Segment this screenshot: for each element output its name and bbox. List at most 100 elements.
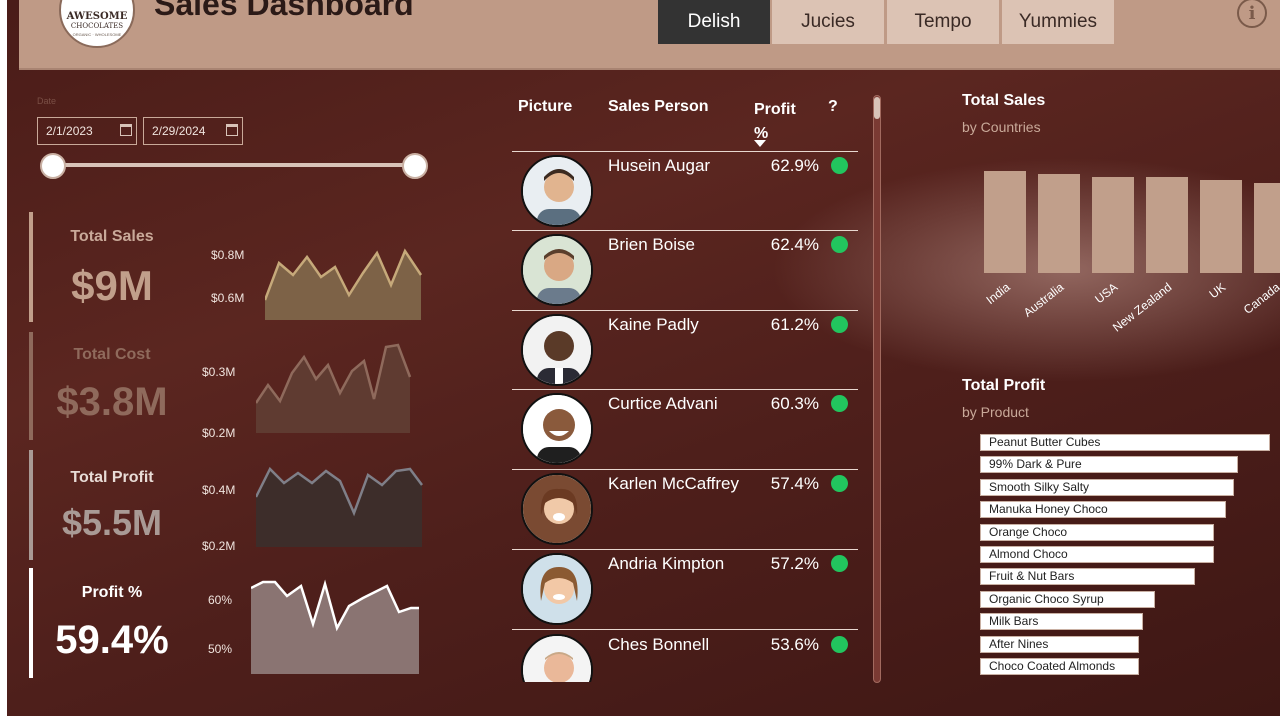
kpi-profit-pct-value: 59.4% <box>55 618 169 662</box>
row-divider <box>512 230 858 231</box>
sales-person-avatar <box>521 393 593 465</box>
product-label: Choco Coated Almonds <box>989 659 1116 673</box>
tab-jucies[interactable]: Jucies <box>772 0 884 44</box>
country-axis-label: New Zealand <box>1110 280 1175 335</box>
slider-end-handle[interactable] <box>402 153 428 179</box>
product-label: Peanut Butter Cubes <box>989 435 1101 449</box>
sparkline-tick-top: 60% <box>208 593 233 607</box>
sales-person-profit: 62.9% <box>770 156 819 175</box>
kpi-total-sales-value: $9M <box>71 262 153 309</box>
product-label: Milk Bars <box>989 614 1039 628</box>
date-range-slider[interactable] <box>53 163 423 167</box>
country-axis-label: USA <box>1092 280 1121 307</box>
tab-tempo[interactable]: Tempo <box>887 0 999 44</box>
product-profit-bar[interactable] <box>980 501 1226 518</box>
status-indicator-icon <box>831 636 848 653</box>
tab-yummies[interactable]: Yummies <box>1002 0 1114 44</box>
total-cost-sparkline <box>256 343 412 433</box>
sales-person-name: Karlen McCaffrey <box>608 474 740 493</box>
sparkline-tick-top: $0.3M <box>202 365 236 379</box>
status-indicator-icon <box>831 157 848 174</box>
sales-person-name: Ches Bonnell <box>608 635 710 654</box>
product-profit-bar[interactable] <box>980 524 1214 541</box>
slider-start-handle[interactable] <box>40 153 66 179</box>
product-label: Organic Choco Syrup <box>989 592 1104 606</box>
kpi-total-profit-value: $5.5M <box>61 502 163 543</box>
product-profit-bar[interactable] <box>980 636 1139 653</box>
sparkline-tick-top: $0.8M <box>211 248 245 262</box>
kpi-total-sales-label: Total Sales <box>70 228 154 245</box>
sparkline-tick-bottom: $0.6M <box>211 291 245 305</box>
sparkline-tick-top: $0.4M <box>202 483 236 497</box>
product-profit-bar[interactable] <box>980 546 1214 563</box>
total-sales-sparkline <box>265 248 423 320</box>
row-divider <box>512 629 858 630</box>
country-axis-label: Australia <box>1021 280 1067 320</box>
dashboard-canvas: AWESOME CHOCOLATES ORGANIC · WHOLESOME S… <box>7 0 1280 716</box>
kpi-accent-bar <box>29 332 33 440</box>
country-axis-label: India <box>983 280 1013 308</box>
product-label: Orange Choco <box>989 525 1068 539</box>
header-bar: AWESOME CHOCOLATES ORGANIC · WHOLESOME S… <box>19 0 1280 70</box>
info-icon[interactable]: i <box>1237 0 1267 28</box>
product-profit-bar[interactable] <box>980 456 1238 473</box>
product-profit-bar[interactable] <box>980 613 1143 630</box>
table-row-clip: Ches Bonnell 53.6% <box>512 630 858 682</box>
kpi-accent-bar <box>29 450 33 560</box>
tab-delish[interactable]: Delish <box>658 0 770 44</box>
start-date-value: 2/1/2023 <box>46 124 93 138</box>
country-sales-bar[interactable] <box>1038 174 1080 273</box>
product-label: Almond Choco <box>989 547 1068 561</box>
end-date-input[interactable]: 2/29/2024 <box>143 117 243 145</box>
logo-line-2: CHOCOLATES <box>70 22 124 30</box>
country-sales-bar[interactable] <box>1146 177 1188 273</box>
product-label: Smooth Silky Salty <box>989 480 1090 494</box>
country-axis-label: Canada <box>1240 280 1280 317</box>
sales-person-name: Husein Augar <box>608 156 711 175</box>
column-header-sales-person[interactable]: Sales Person <box>608 98 709 115</box>
status-indicator-icon <box>831 555 848 572</box>
column-header-status[interactable]: ? <box>828 98 838 115</box>
column-header-profit[interactable]: Profit % <box>754 101 796 142</box>
sales-person-name: Andria Kimpton <box>608 554 725 573</box>
sales-person-profit: 60.3% <box>770 394 819 413</box>
total-profit-sparkline <box>256 466 423 547</box>
sales-person-name: Brien Boise <box>608 235 695 254</box>
product-label: Manuka Honey Choco <box>989 502 1108 516</box>
brand-logo: AWESOME CHOCOLATES ORGANIC · WHOLESOME <box>59 0 135 48</box>
sales-person-avatar <box>521 314 593 386</box>
sales-person-avatar <box>521 634 593 682</box>
country-sales-bar[interactable] <box>1254 183 1280 273</box>
table-scrollbar[interactable] <box>873 95 881 683</box>
table-scrollbar-thumb[interactable] <box>874 97 880 119</box>
kpi-profit-pct-label: Profit % <box>81 584 143 601</box>
row-divider <box>512 389 858 390</box>
country-axis-label: UK <box>1206 280 1229 302</box>
page-title: Sales Dashboard <box>154 0 414 22</box>
sales-person-profit: 62.4% <box>770 235 819 254</box>
sales-person-avatar <box>521 553 593 625</box>
sales-person-profit: 57.2% <box>770 554 819 573</box>
row-divider <box>512 151 858 152</box>
country-sales-bar[interactable] <box>1200 180 1242 273</box>
country-sales-bar[interactable] <box>1092 177 1134 273</box>
sales-person-avatar <box>521 155 593 227</box>
sales-person-profit: 53.6% <box>770 635 819 654</box>
product-label: 99% Dark & Pure <box>989 457 1082 471</box>
start-date-input[interactable]: 2/1/2023 <box>37 117 137 145</box>
product-profit-bar[interactable] <box>980 591 1155 608</box>
sales-person-avatar <box>521 473 593 545</box>
calendar-icon[interactable] <box>120 124 132 136</box>
row-divider <box>512 310 858 311</box>
product-profit-bar[interactable] <box>980 479 1234 496</box>
sales-person-profit: 57.4% <box>770 474 819 493</box>
sales-person-profit: 61.2% <box>770 315 819 334</box>
product-profit-bar[interactable] <box>980 434 1270 451</box>
product-profit-bar[interactable] <box>980 658 1139 675</box>
calendar-icon[interactable] <box>226 124 238 136</box>
column-header-picture[interactable]: Picture <box>518 98 573 115</box>
product-profit-bar[interactable] <box>980 568 1195 585</box>
country-sales-bar[interactable] <box>984 171 1026 273</box>
end-date-value: 2/29/2024 <box>152 124 206 138</box>
sort-descending-icon[interactable] <box>754 140 766 148</box>
